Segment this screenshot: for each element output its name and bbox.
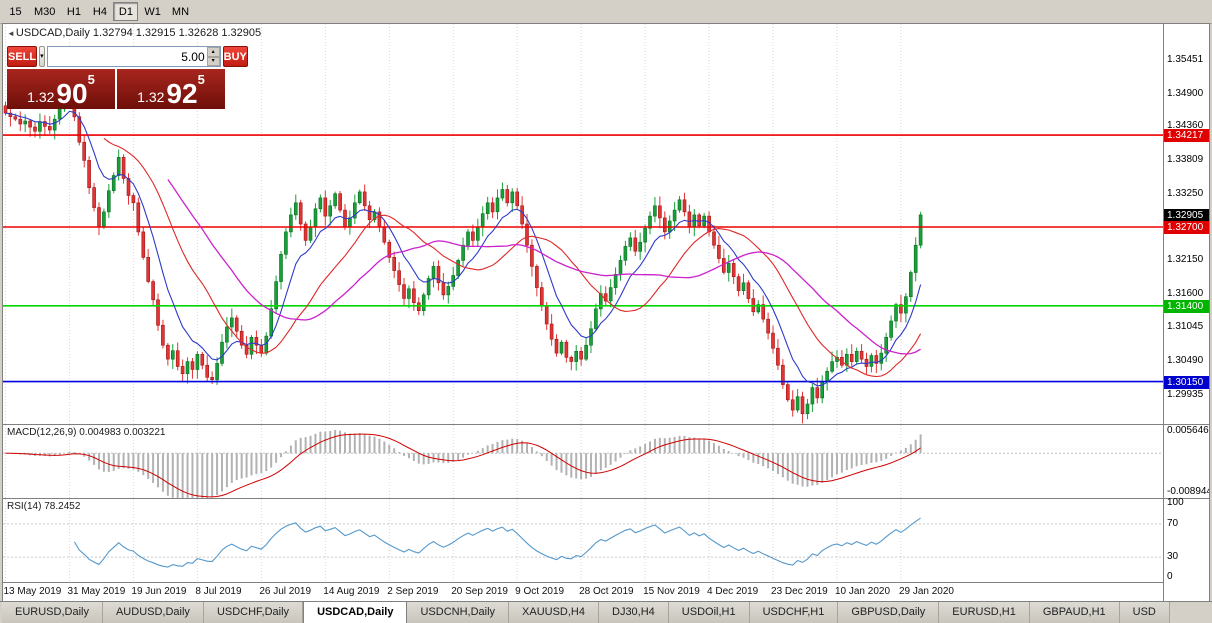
chevron-down-icon: ▾ [40, 53, 44, 60]
volume-input[interactable] [48, 47, 207, 66]
volume-down-button[interactable]: ▾ [207, 57, 220, 67]
rsi-axis-label: 30 [1167, 552, 1178, 562]
rsi-pane[interactable] [3, 499, 1163, 582]
buy-price-prefix: 1.32 [137, 90, 164, 105]
one-click-trading-panel: SELL ▾ ▴ ▾ BUY 1.32905 [7, 46, 225, 109]
timeframe-button-15[interactable]: 15 [3, 2, 28, 21]
price-tick-label: 1.29935 [1167, 390, 1203, 400]
chart-tab-eurusd-daily[interactable]: EURUSD,Daily [2, 602, 103, 623]
chart-plot-area[interactable]: 13 May 2019 31 May 2019 19 Jun 2019 8 Jul 2… [3, 24, 1163, 601]
buy-price-sup: 5 [198, 73, 205, 86]
date-label: 23 Dec 2019 [771, 586, 828, 597]
date-label: 15 Nov 2019 [643, 586, 700, 597]
rsi-axis-label: 100 [1167, 498, 1184, 508]
timeframe-button-h1[interactable]: H1 [61, 2, 86, 21]
chart-tab-usdchf-h1[interactable]: USDCHF,H1 [750, 602, 839, 623]
timeframe-button-d1[interactable]: D1 [113, 2, 138, 21]
chart-title-text: USDCAD,Daily 1.32794 1.32915 1.32628 1.3… [16, 27, 261, 39]
date-label: 31 May 2019 [67, 586, 125, 597]
rsi-label-value: 78.2452 [44, 501, 80, 512]
date-label: 14 Aug 2019 [323, 586, 379, 597]
date-label: 10 Jan 2020 [835, 586, 890, 597]
price-axis: 1.354511.349001.343601.338091.332501.321… [1163, 24, 1209, 601]
date-label: 26 Jul 2019 [259, 586, 311, 597]
timeframe-button-mn[interactable]: MN [167, 2, 194, 21]
chart-tab-dj30-h4[interactable]: DJ30,H4 [599, 602, 669, 623]
price-tick-label: 1.32150 [1167, 255, 1203, 265]
sell-price-big: 90 [56, 82, 87, 105]
price-tick-label: 1.33250 [1167, 189, 1203, 199]
buy-price-panel[interactable]: 1.32925 [117, 69, 225, 109]
price-line-badge: 1.31400 [1164, 300, 1209, 313]
date-label: 2 Sep 2019 [387, 586, 438, 597]
rsi-axis-label: 70 [1167, 519, 1178, 529]
macd-axis-label: -0.008944 [1167, 487, 1209, 497]
price-tick-label: 1.35451 [1167, 55, 1203, 65]
macd-pane[interactable] [3, 425, 1163, 498]
price-line-badge: 1.30150 [1164, 376, 1209, 389]
buy-price-big: 92 [166, 82, 197, 105]
candles [4, 86, 922, 424]
price-line-badge: 1.32905 [1164, 209, 1209, 222]
mt4-window: 15M30H1H4D1W1MN 13 May 2019 31 May 2019 19… [0, 0, 1212, 623]
chart-tab-usdoil-h1[interactable]: USDOil,H1 [669, 602, 750, 623]
chart-tab-audusd-daily[interactable]: AUDUSD,Daily [103, 602, 204, 623]
price-tick-label: 1.31045 [1167, 322, 1203, 332]
chart-title: ◄USDCAD,Daily 1.32794 1.32915 1.32628 1.… [7, 27, 261, 39]
price-tick-label: 1.33809 [1167, 155, 1203, 165]
chart-tab-bar: EURUSD,DailyAUDUSD,DailyUSDCHF,DailyUSDC… [0, 601, 1212, 623]
timeframe-button-m30[interactable]: M30 [29, 2, 60, 21]
timeframe-toolbar: 15M30H1H4D1W1MN [0, 0, 1212, 24]
time-axis: 13 May 2019 31 May 2019 19 Jun 2019 8 Jul 2… [3, 582, 1163, 601]
macd-indicator-label: MACD(12,26,9) 0.004983 0.003221 [7, 427, 165, 438]
rsi-axis-label: 0 [1167, 572, 1173, 582]
price-tick-label: 1.30490 [1167, 356, 1203, 366]
price-tick-label: 1.34900 [1167, 89, 1203, 99]
timeframe-button-h4[interactable]: H4 [87, 2, 112, 21]
volume-field: ▴ ▾ [47, 46, 221, 67]
rsi-indicator-label: RSI(14) 78.2452 [7, 501, 80, 512]
date-label: 29 Jan 2020 [899, 586, 954, 597]
chart-tab-usdcnh-daily[interactable]: USDCNH,Daily [407, 602, 509, 623]
chart-shift-marker-icon: ◄ [7, 29, 15, 38]
chart-tab-gbpaud-h1[interactable]: GBPAUD,H1 [1030, 602, 1120, 623]
chart-tab-xauusd-h4[interactable]: XAUUSD,H4 [509, 602, 599, 623]
chart-tab-usdcad-daily[interactable]: USDCAD,Daily [303, 602, 407, 623]
rsi-line [74, 518, 920, 567]
chart-tab-gbpusd-daily[interactable]: GBPUSD,Daily [838, 602, 939, 623]
timeframe-button-w1[interactable]: W1 [139, 2, 166, 21]
date-label: 19 Jun 2019 [131, 586, 186, 597]
macd-label-signal: 0.003221 [124, 427, 166, 438]
rsi-label-name: RSI(14) [7, 501, 41, 512]
volume-stepper: ▴ ▾ [207, 47, 220, 66]
macd-histogram [6, 430, 921, 498]
price-tick-label: 1.31600 [1167, 289, 1203, 299]
sell-price-sup: 5 [88, 73, 95, 86]
chart-tab-usdchf-daily[interactable]: USDCHF,Daily [204, 602, 303, 623]
volume-dropdown-button[interactable]: ▾ [39, 46, 45, 67]
volume-up-button[interactable]: ▴ [207, 47, 220, 57]
macd-label-value: 0.004983 [79, 427, 121, 438]
date-label: 4 Dec 2019 [707, 586, 758, 597]
macd-label-name: MACD(12,26,9) [7, 427, 76, 438]
price-line-badge: 1.32700 [1164, 221, 1209, 234]
sell-price-panel[interactable]: 1.32905 [7, 69, 115, 109]
date-label: 9 Oct 2019 [515, 586, 564, 597]
date-label: 28 Oct 2019 [579, 586, 633, 597]
chart-tab-eurusd-h1[interactable]: EURUSD,H1 [939, 602, 1030, 623]
macd-axis-label: 0.005646 [1167, 426, 1209, 436]
buy-button[interactable]: BUY [223, 46, 248, 67]
date-label: 8 Jul 2019 [195, 586, 241, 597]
date-label: 13 May 2019 [4, 586, 62, 597]
price-line-badge: 1.34217 [1164, 129, 1209, 142]
chart-frame: 13 May 2019 31 May 2019 19 Jun 2019 8 Jul 2… [2, 23, 1210, 602]
sell-price-prefix: 1.32 [27, 90, 54, 105]
sell-button[interactable]: SELL [7, 46, 37, 67]
date-label: 20 Sep 2019 [451, 586, 508, 597]
chart-tab-usd[interactable]: USD [1120, 602, 1170, 623]
